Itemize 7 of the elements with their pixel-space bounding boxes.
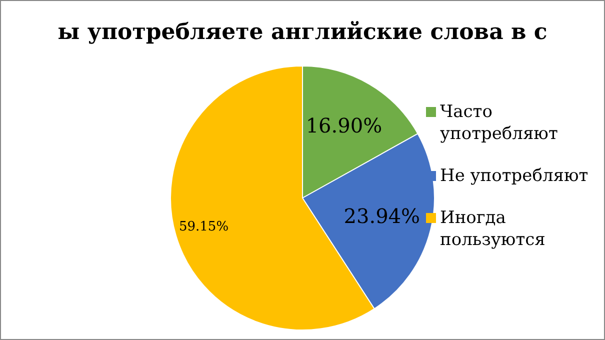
data-label: 16.90% — [306, 114, 382, 138]
chart-title: ы употребляете английские слова в с — [56, 19, 548, 45]
legend-label: Часто употребляют — [440, 101, 559, 145]
legend-label: Не употребляют — [440, 165, 588, 187]
data-label: 59.15% — [178, 220, 229, 235]
legend-label: Иногда пользуются — [440, 207, 546, 251]
data-label: 23.94% — [344, 204, 420, 228]
